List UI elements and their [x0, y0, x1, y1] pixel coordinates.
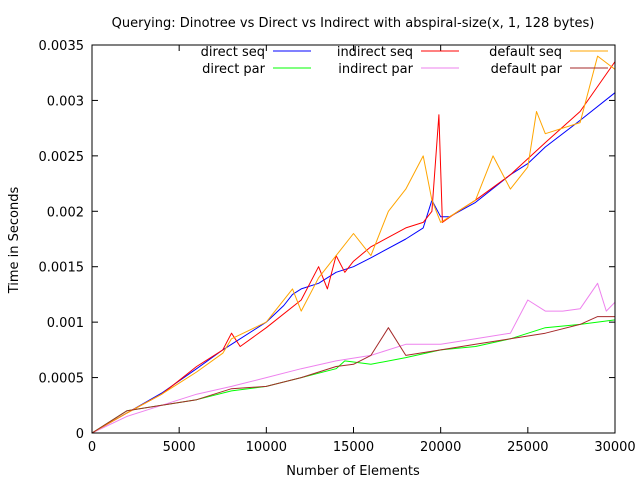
series-line-indirect-seq — [91, 61, 616, 434]
series-line-default-seq — [91, 55, 616, 434]
legend-label-direct-seq: direct seq — [201, 45, 265, 60]
y-tick-label: 0.0025 — [39, 150, 85, 165]
x-tick-label: 25000 — [507, 440, 548, 455]
legend-label-direct-par: direct par — [202, 62, 266, 77]
chart-title: Querying: Dinotree vs Direct vs Indirect… — [112, 16, 595, 31]
x-tick-label: 30000 — [594, 440, 635, 455]
y-tick-label: 0.0015 — [39, 261, 85, 276]
axis-ticks: 0 5000 10000 15000 20000 25000 30000 0 0.0005 0.0… — [39, 39, 636, 455]
series-line-direct-seq — [91, 92, 616, 434]
series-line-default-par — [91, 316, 615, 434]
y-tick-label: 0.001 — [47, 316, 84, 331]
legend-label-indirect-par: indirect par — [338, 62, 413, 77]
y-tick-label: 0.0005 — [39, 372, 85, 387]
plot-frame — [91, 44, 616, 434]
y-tick-label: 0 — [76, 427, 84, 442]
y-axis-label: Time in Seconds — [7, 187, 22, 295]
x-tick-label: 20000 — [420, 440, 461, 455]
x-tick-label: 10000 — [246, 440, 287, 455]
legend: direct seq direct par indirect seq indirect… — [201, 45, 608, 77]
x-axis-label: Number of Elements — [286, 464, 420, 479]
legend-label-default-par: default par — [491, 62, 563, 77]
legend-label-default-seq: default seq — [489, 45, 562, 60]
x-tick-label: 15000 — [333, 440, 374, 455]
x-tick-label: 5000 — [163, 440, 196, 455]
y-tick-label: 0.002 — [47, 205, 84, 220]
legend-label-indirect-seq: indirect seq — [337, 45, 413, 60]
series-line-indirect-par — [91, 282, 616, 434]
y-tick-label: 0.0035 — [39, 39, 85, 54]
y-tick-label: 0.003 — [47, 94, 84, 109]
series-lines — [91, 55, 616, 434]
x-tick-label: 0 — [88, 440, 96, 455]
series-line-direct-par — [91, 319, 616, 434]
